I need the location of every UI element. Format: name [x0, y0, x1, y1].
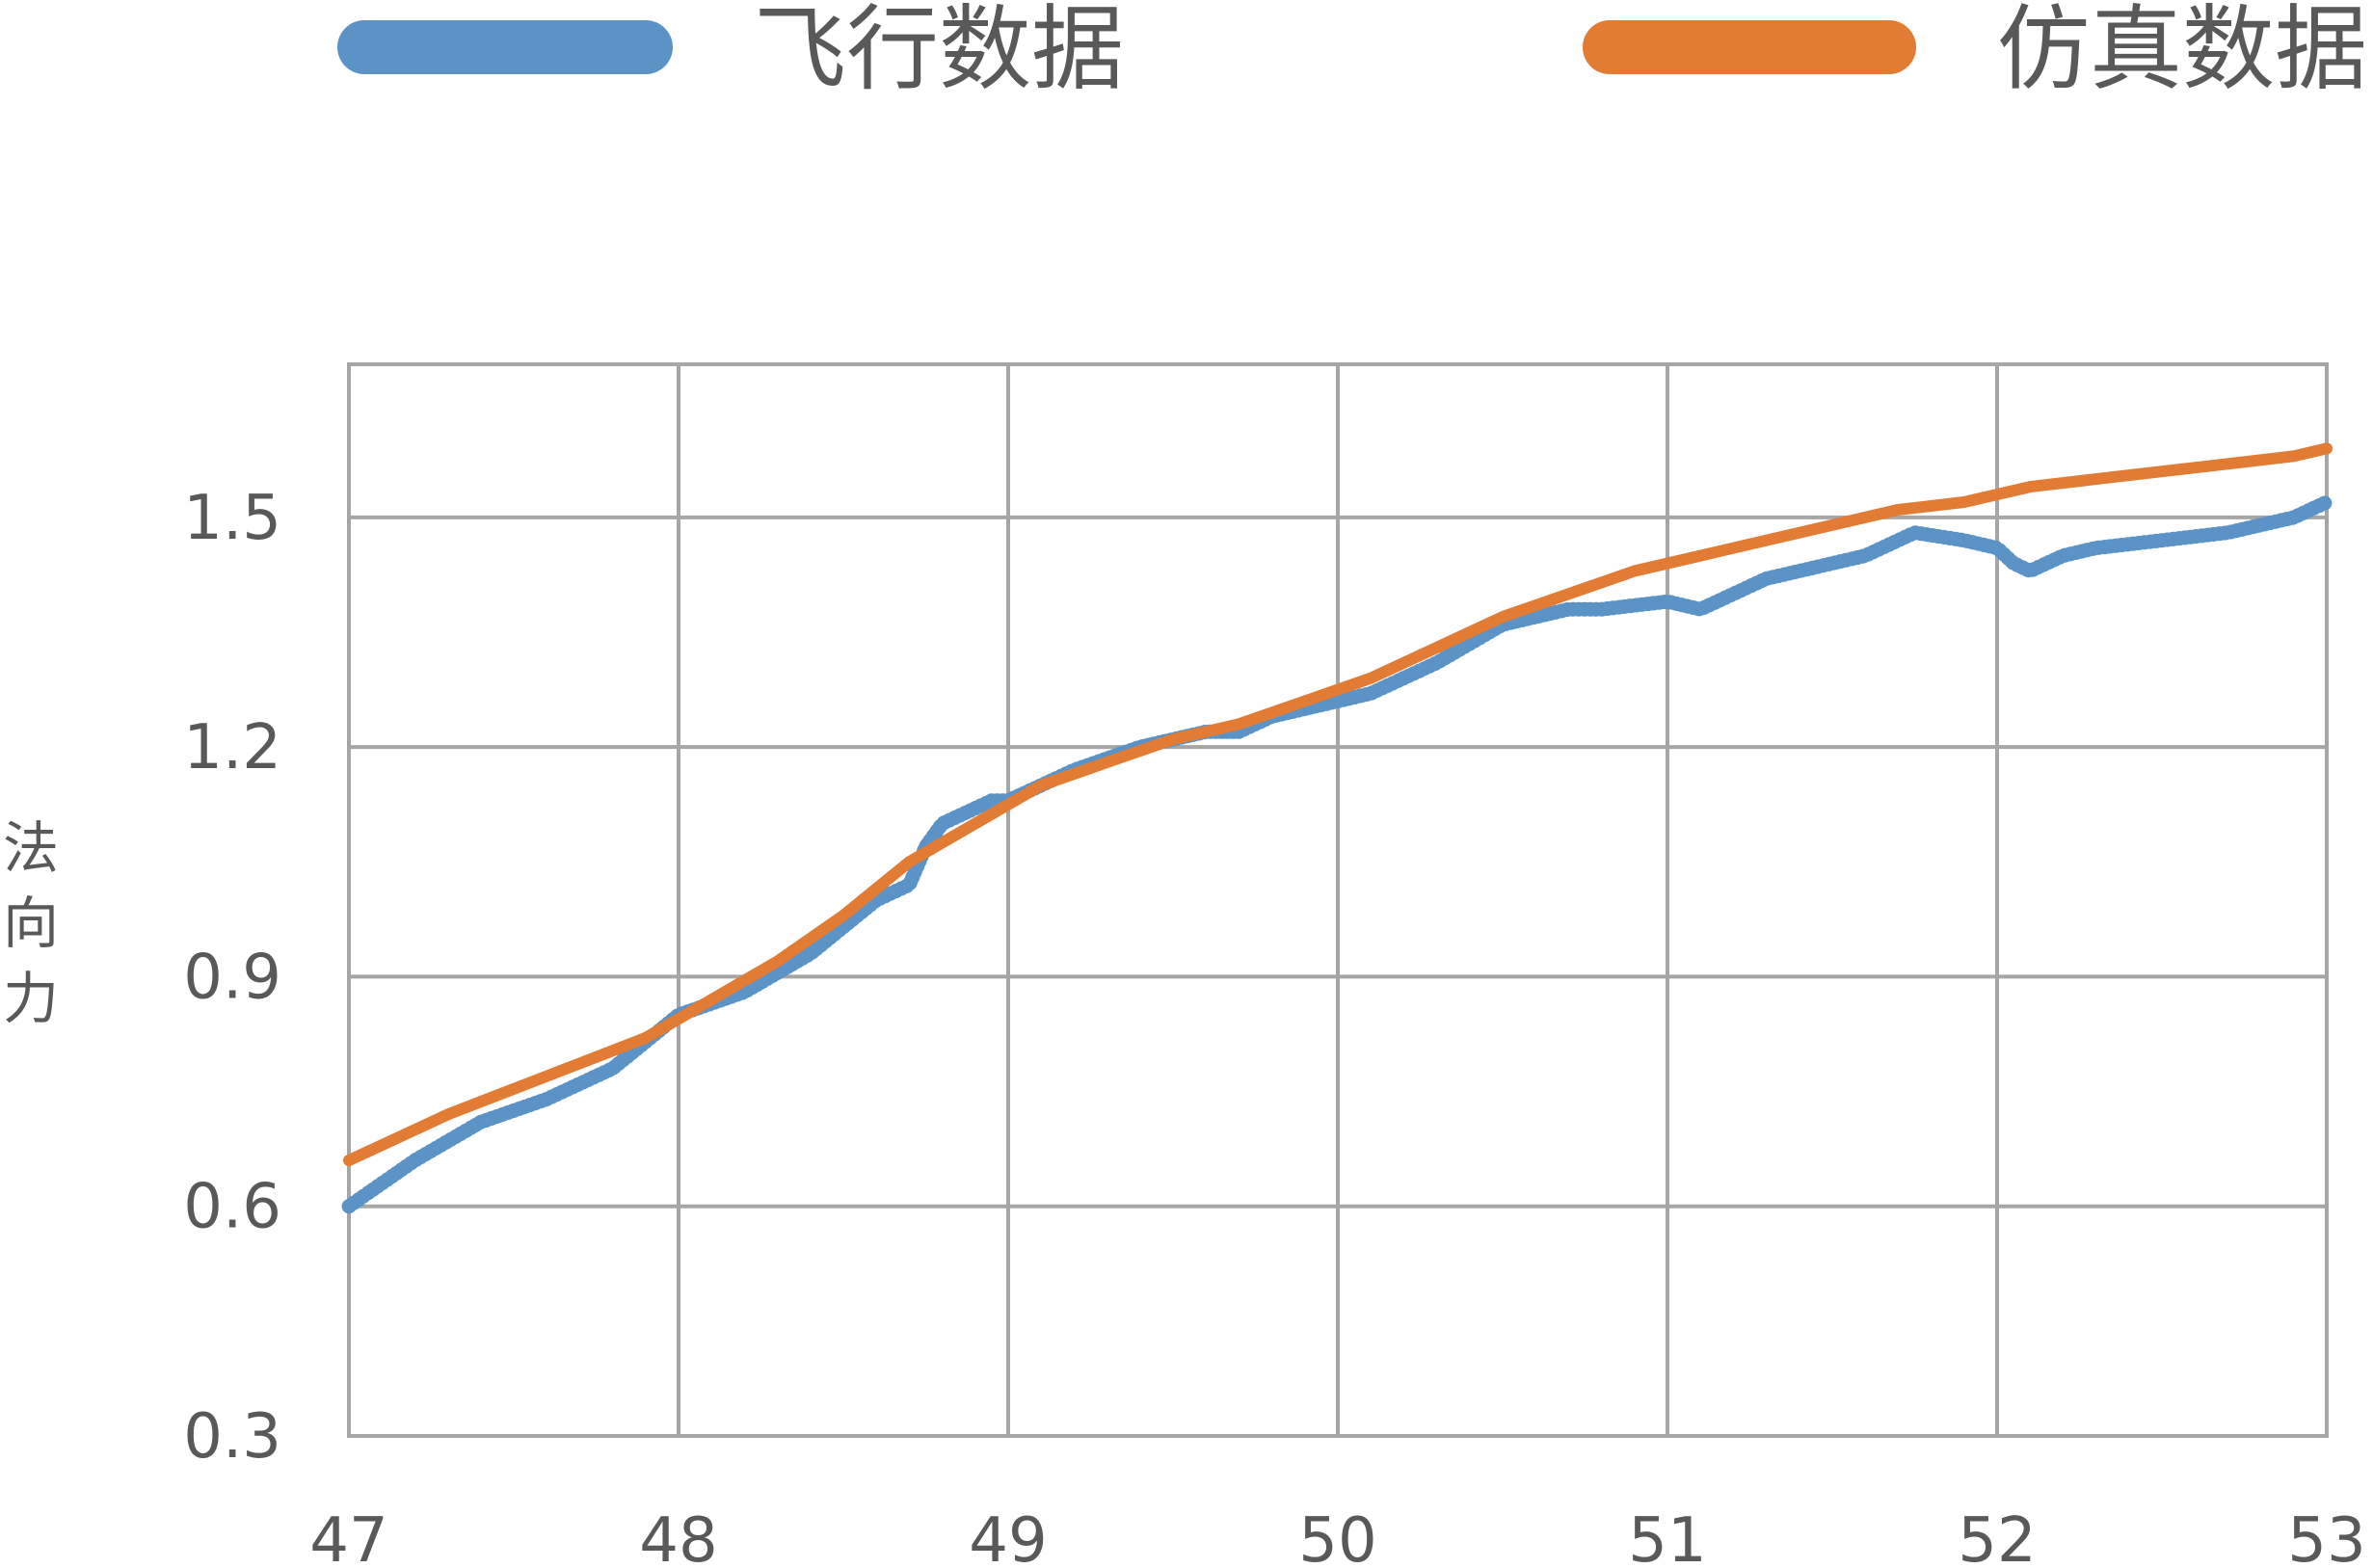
legend-label-1: 飞行数据: [754, 0, 1124, 103]
x-tick-label: 50: [1298, 1505, 1376, 1564]
x-tick-label: 53: [2287, 1505, 2365, 1564]
y-axis-title: 法向力: [3, 815, 59, 1031]
x-tick-label: 47: [309, 1505, 387, 1564]
x-tick-label: 52: [1958, 1505, 2036, 1564]
x-tick-label: 48: [639, 1505, 717, 1564]
y-tick-label: 1.5: [183, 483, 281, 554]
legend-label-2: 仿真数据: [1997, 0, 2367, 103]
series-layer: [341, 442, 2334, 1214]
y-tick-label: 1.2: [183, 712, 281, 784]
y-tick-label: 0.9: [183, 942, 281, 1013]
tick-labels: 47 48 49 50 51 52 53 0.3 0.6 0.9 1.2 1.5: [183, 483, 2366, 1568]
grid: [347, 362, 2329, 1438]
x-tick-label: 51: [1628, 1505, 1706, 1564]
y-tick-label: 0.3: [183, 1401, 281, 1473]
series-line-2: [343, 442, 2333, 1167]
series-line-core-1: [344, 497, 2332, 1211]
y-tick-label: 0.6: [183, 1172, 281, 1243]
x-tick-label: 49: [969, 1505, 1047, 1564]
legend: 飞行数据 仿真数据: [337, 0, 2367, 103]
